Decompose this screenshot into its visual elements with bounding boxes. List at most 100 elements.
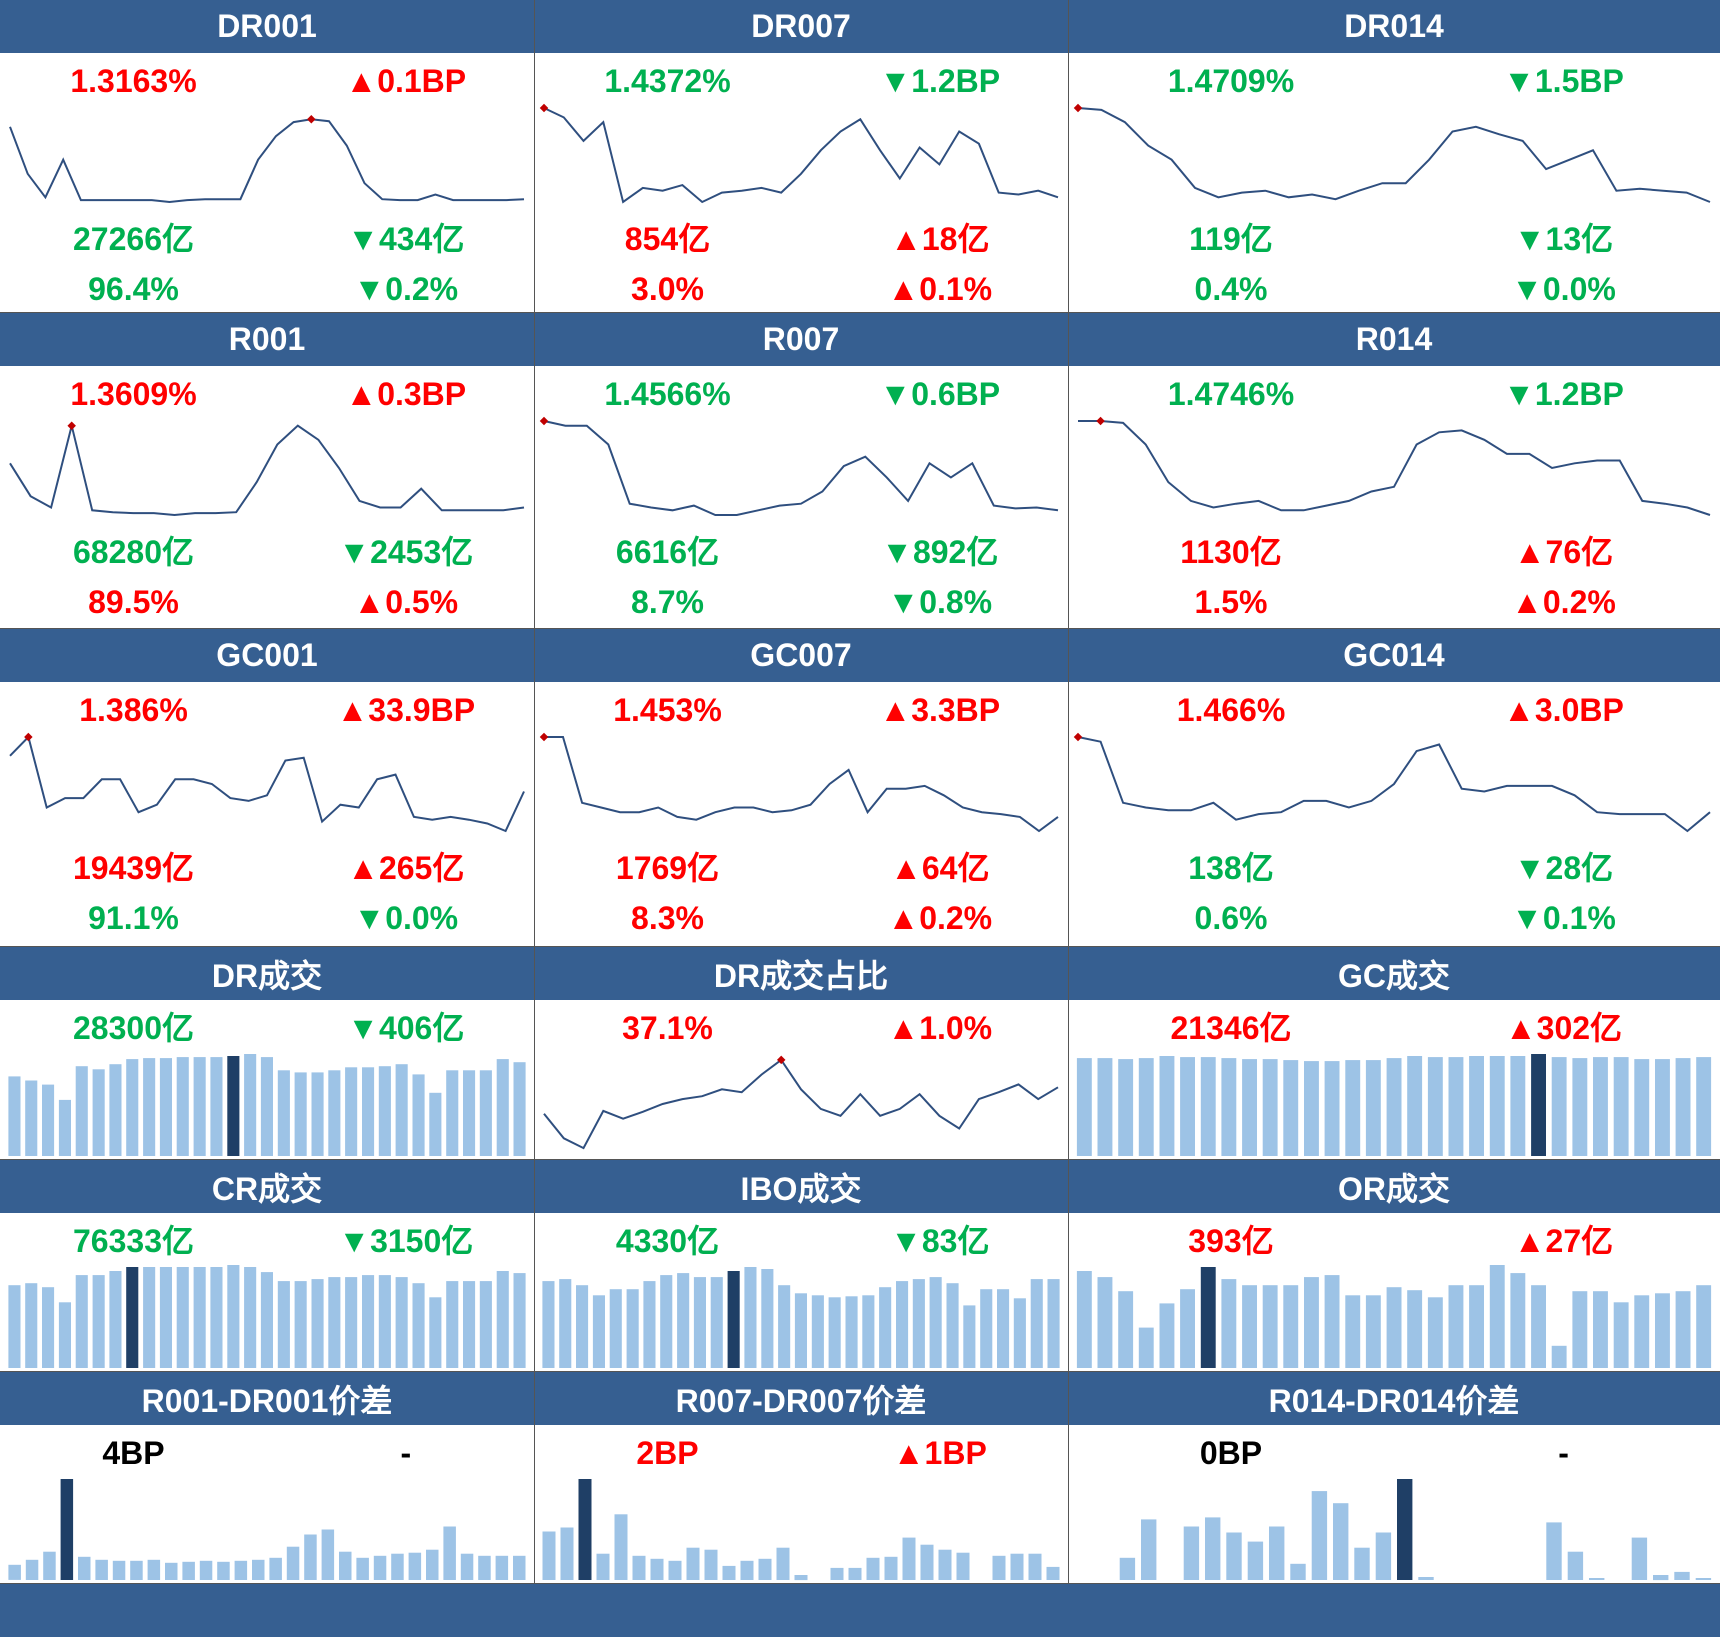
volume-value: 27266亿 — [73, 221, 194, 257]
bar — [25, 1080, 38, 1156]
sparkline-chart — [1073, 103, 1711, 203]
volume-value: 854亿 — [624, 221, 711, 257]
bar — [1613, 1302, 1629, 1368]
bar — [1655, 1059, 1670, 1156]
volume-change-value: ▼13亿 — [1513, 221, 1614, 257]
bar — [1262, 1285, 1278, 1368]
bar — [1613, 1057, 1629, 1156]
bar — [704, 1549, 718, 1580]
share-value: 8.7% — [631, 584, 704, 620]
bar — [963, 1305, 976, 1368]
rate-change-value: - — [1558, 1435, 1569, 1471]
bar — [862, 1295, 875, 1368]
bar — [938, 1549, 952, 1580]
bar — [328, 1070, 341, 1156]
bar — [1269, 1526, 1285, 1580]
bar — [176, 1267, 189, 1368]
bar — [794, 1293, 807, 1368]
bar — [1510, 1273, 1526, 1368]
sparkline-chart — [543, 1055, 1059, 1150]
bar — [513, 1062, 526, 1156]
bar — [614, 1514, 628, 1580]
bar — [362, 1275, 375, 1368]
rate-change-value: ▼406亿 — [347, 1010, 465, 1046]
bar — [1510, 1056, 1526, 1156]
bar — [1634, 1059, 1650, 1156]
bar — [378, 1275, 391, 1368]
rate-change-value: ▲27亿 — [1513, 1223, 1614, 1259]
bar — [78, 1556, 91, 1580]
bar — [828, 1297, 841, 1368]
bar — [1118, 1291, 1134, 1368]
rate-change-value: ▼0.6BP — [879, 376, 1001, 412]
bar — [496, 1059, 509, 1156]
bar — [1375, 1532, 1392, 1580]
bar — [1138, 1327, 1154, 1368]
volume-value: 138亿 — [1188, 850, 1274, 886]
rate-value: 1.3609% — [70, 376, 197, 412]
volume-value: 6616亿 — [615, 534, 720, 570]
volume-value: 1130亿 — [1180, 534, 1282, 570]
bar — [660, 1275, 673, 1368]
sparkline-series — [9, 735, 525, 833]
sparkline-latest-marker — [539, 732, 549, 742]
bar — [1200, 1057, 1216, 1156]
bar — [1551, 1345, 1567, 1368]
bar — [143, 1267, 156, 1368]
volume-change-value: ▼434亿 — [347, 221, 465, 257]
share-change-value: ▼0.0% — [1511, 271, 1616, 307]
row-divider — [0, 312, 1720, 313]
volume-change-value: ▼2453亿 — [338, 534, 474, 570]
rate-value: 21346亿 — [1170, 1010, 1292, 1046]
bar — [130, 1560, 143, 1580]
volume-value: 1769亿 — [615, 850, 720, 886]
sparkline-latest-marker — [1073, 732, 1083, 742]
bar — [1076, 1271, 1092, 1368]
volume-change-value: ▼28亿 — [1513, 850, 1614, 886]
bar — [1407, 1056, 1423, 1156]
bar — [1262, 1059, 1278, 1156]
bar — [1324, 1275, 1340, 1368]
bar — [794, 1575, 808, 1581]
bar — [1427, 1297, 1443, 1368]
panel-title: R001-DR001价差 — [0, 1372, 534, 1425]
bar — [992, 1555, 1006, 1580]
bar — [1290, 1563, 1306, 1580]
bar — [722, 1565, 736, 1580]
bar — [677, 1273, 690, 1368]
bar — [328, 1277, 341, 1368]
bar — [109, 1064, 122, 1156]
panel-title: IBO成交 — [534, 1160, 1068, 1213]
bar-chart — [8, 1479, 526, 1580]
sparkline-chart — [9, 115, 525, 204]
bar — [395, 1064, 408, 1156]
bar-latest — [1531, 1054, 1546, 1156]
rate-value: 28300亿 — [73, 1010, 194, 1046]
bar-chart — [8, 1265, 526, 1368]
bar — [1221, 1058, 1237, 1156]
rate-value: 2BP — [636, 1435, 699, 1471]
panel-title: R007 — [534, 313, 1068, 366]
sparkline-chart — [539, 732, 1059, 833]
panel-title: OR成交 — [1068, 1160, 1720, 1213]
sparkline-chart — [9, 732, 525, 833]
bar — [1653, 1575, 1669, 1581]
rate-change-value: ▲0.3BP — [345, 376, 467, 412]
bar-latest — [578, 1479, 592, 1580]
bar — [761, 1269, 774, 1368]
bar — [592, 1295, 605, 1368]
sparkline-series — [543, 107, 1059, 204]
bar — [1448, 1285, 1464, 1368]
bar-latest — [1397, 1479, 1413, 1580]
share-value: 1.5% — [1194, 584, 1268, 620]
bar — [559, 1279, 572, 1368]
sparkline-series — [1077, 107, 1711, 203]
bar — [252, 1559, 265, 1580]
bar — [884, 1556, 898, 1580]
row-divider — [0, 628, 1720, 629]
panel-title: DR成交占比 — [534, 947, 1068, 1000]
volume-change-value: ▲265亿 — [347, 850, 465, 886]
bar — [92, 1275, 105, 1368]
rate-change-value: ▼1.2BP — [879, 63, 1001, 99]
bar — [8, 1564, 21, 1580]
